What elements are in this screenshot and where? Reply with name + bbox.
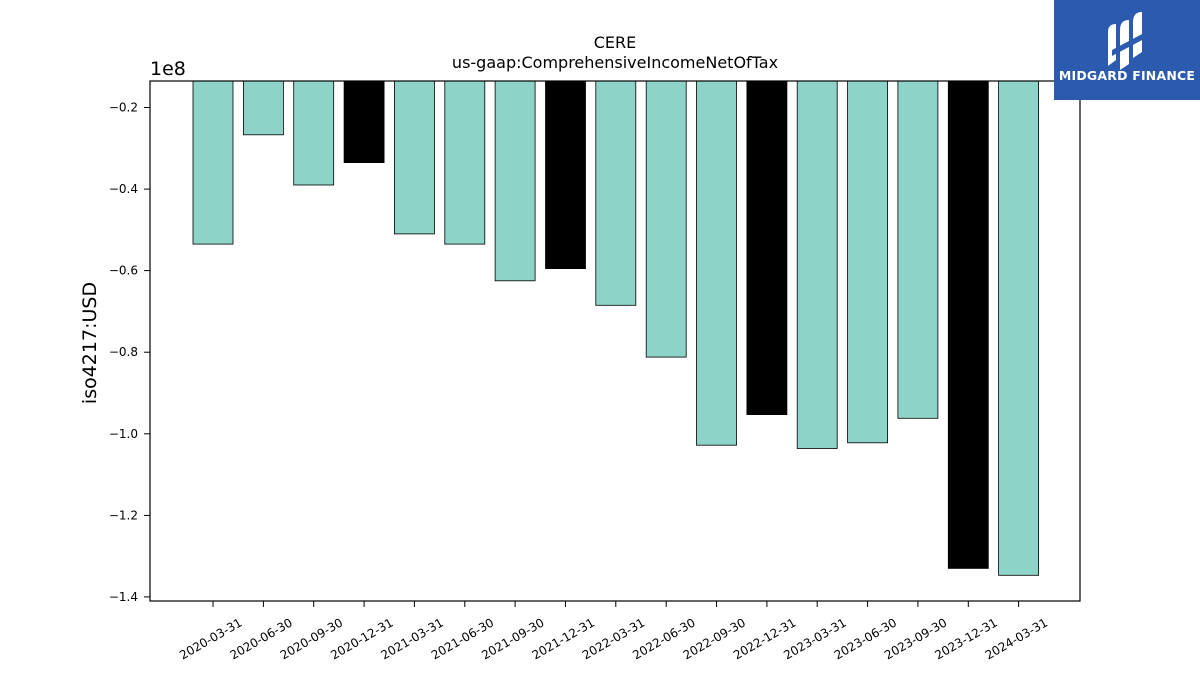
bar-2023-12-31 [947,80,989,569]
y-tick-label: −1.0 [109,427,138,441]
y-tick-label: −1.2 [109,508,138,522]
bar-2021-06-30 [444,80,486,245]
bar-2022-12-31 [746,80,788,416]
bars-group [192,80,1039,576]
bar-2023-03-31 [796,80,838,449]
y-tick-label: −0.8 [109,345,138,359]
y-tick-label: −1.4 [109,590,138,604]
bar-2021-12-31 [545,80,586,270]
bar-2020-12-31 [343,80,385,163]
bar-2021-09-30 [494,80,536,282]
y-tick-label: −0.4 [109,182,138,196]
x-axis: 2020-03-312020-06-302020-09-302020-12-31… [177,601,1050,662]
brand-logo: MIDGARD FINANCE [1054,0,1200,100]
bar-2021-03-31 [393,80,435,235]
axis-offset-label: 1e8 [150,58,186,80]
bar-2022-06-30 [645,80,687,358]
brand-name: MIDGARD FINANCE [1058,68,1196,83]
y-axis-label: iso4217:USD [79,282,101,404]
bar-2020-09-30 [293,80,335,186]
bar-2022-09-30 [696,80,737,446]
bar-2024-03-31 [998,80,1039,576]
y-tick-label: −0.2 [109,101,138,115]
bar-2020-06-30 [242,80,284,136]
y-tick-label: −0.6 [109,264,138,278]
chart-title: CERE [594,33,637,52]
bar-2023-09-30 [897,80,939,419]
bar-2023-06-30 [847,80,888,444]
plot-frame [149,80,1081,602]
y-axis: −0.2 −0.4 −0.6 −0.8 −1.0 −1.2 −1.4 [109,101,150,604]
logo-mark-icon [1108,12,1146,70]
bar-2022-03-31 [595,80,637,306]
chart-subtitle: us-gaap:ComprehensiveIncomeNetOfTax [452,53,778,72]
bar-2020-03-31 [192,80,234,245]
